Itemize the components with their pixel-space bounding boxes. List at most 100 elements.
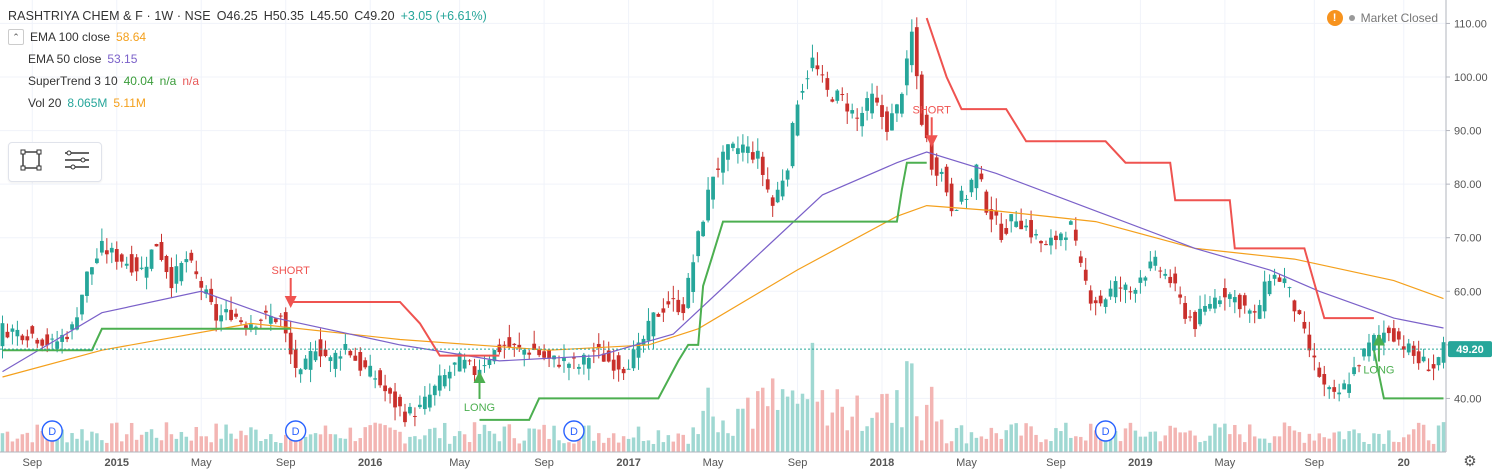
volume-bar	[239, 430, 243, 452]
candle-body	[577, 366, 581, 369]
candle-body	[726, 144, 730, 160]
volume-bar	[731, 435, 735, 452]
volume-bar	[810, 342, 815, 452]
indicator-supertrend[interactable]: SuperTrend 3 10 40.04 n/a n/a	[8, 70, 487, 92]
volume-bar	[353, 441, 358, 452]
volume-bar	[691, 427, 695, 452]
volume-bar	[1163, 435, 1167, 452]
candle-body	[343, 343, 348, 350]
indicator-volume[interactable]: Vol 20 8.065M 5.11M	[8, 92, 487, 114]
candle-body	[959, 190, 964, 202]
candle-body	[1054, 235, 1058, 240]
volume-bar	[959, 425, 964, 452]
volume-bar	[65, 442, 69, 452]
volume-bar	[850, 416, 854, 452]
volume-bar	[20, 434, 25, 452]
dividend-marker-icon[interactable]	[284, 420, 307, 442]
indicator-ema100[interactable]: ⌃ EMA 100 close 58.64	[8, 26, 487, 48]
candle-body	[288, 332, 293, 355]
object-tree-icon[interactable]	[63, 149, 91, 176]
candle-body	[189, 252, 194, 261]
candle-body	[75, 317, 79, 330]
candle-body	[904, 58, 909, 86]
candle-body	[194, 271, 199, 275]
candle-body	[174, 266, 179, 284]
candle-body	[1029, 220, 1033, 238]
volume-bar	[1372, 433, 1376, 452]
candle-body	[1406, 343, 1411, 353]
change-value: +3.05 (+6.61%)	[400, 9, 487, 23]
symbol-title[interactable]: RASHTRIYA CHEM & F · 1W · NSE	[8, 9, 211, 23]
volume-bar	[1382, 443, 1386, 452]
candle-body	[1049, 237, 1053, 246]
rectangle-tool-icon[interactable]	[20, 149, 42, 176]
candle-body	[303, 358, 308, 370]
dividend-marker-icon[interactable]	[1094, 420, 1117, 442]
volume-bar	[1208, 435, 1212, 452]
candle-body	[1103, 299, 1108, 307]
volume-bar	[592, 440, 596, 452]
candle-body	[899, 93, 904, 114]
candle-body	[45, 334, 50, 346]
candle-body	[234, 313, 238, 317]
candle-body	[1411, 345, 1416, 356]
collapse-chevron-icon[interactable]: ⌃	[8, 29, 24, 45]
warning-icon[interactable]: !	[1326, 10, 1343, 26]
dividend-marker-icon[interactable]	[563, 420, 585, 442]
candle-body	[780, 180, 785, 197]
volume-bar	[1014, 423, 1018, 452]
candle-body	[437, 375, 442, 391]
volume-bar	[388, 427, 392, 452]
volume-bar	[929, 386, 934, 452]
candle-body	[1178, 294, 1183, 298]
candle-body	[964, 198, 969, 200]
volume-bar	[1292, 430, 1297, 452]
dividend-marker-icon[interactable]	[41, 420, 63, 442]
volume-bar	[681, 434, 685, 452]
candle-body	[1123, 284, 1128, 290]
candle-body	[462, 359, 467, 369]
candle-body	[850, 110, 855, 114]
volume-bar	[785, 396, 790, 452]
volume-bar	[1322, 437, 1326, 452]
volume-bar	[1387, 430, 1391, 452]
volume-bar	[825, 425, 830, 452]
candle-body	[348, 350, 353, 356]
candle-body	[865, 98, 869, 111]
indicator-ema50[interactable]: EMA 50 close 53.15	[8, 48, 487, 70]
volume-bar	[179, 431, 184, 452]
volume-bar	[124, 434, 129, 452]
candle-body	[750, 152, 755, 160]
volume-bar	[343, 438, 348, 452]
candle-body	[447, 371, 452, 379]
candle-body	[417, 404, 422, 408]
volume-bar	[1153, 431, 1158, 452]
volume-bar	[164, 422, 169, 452]
candle-body	[472, 366, 477, 376]
candle-body	[1093, 300, 1098, 304]
candle-body	[581, 354, 586, 365]
candle-body	[388, 388, 392, 394]
volume-bar	[979, 436, 984, 452]
volume-bar	[1287, 426, 1292, 452]
candle-body	[293, 349, 298, 368]
candle-body	[825, 78, 830, 90]
candle-body	[1242, 295, 1247, 306]
volume-bar	[1332, 432, 1336, 452]
settings-gear-icon[interactable]: ⚙	[1463, 453, 1477, 470]
last-price-label: 49.20	[1456, 344, 1484, 356]
candle-body	[870, 93, 874, 114]
volume-bar	[1312, 440, 1317, 452]
volume-bar	[989, 427, 994, 452]
volume-bar	[641, 440, 646, 452]
volume-bar	[900, 427, 904, 452]
volume-bar	[1392, 441, 1396, 452]
supertrend-line	[290, 301, 500, 357]
volume-bar	[279, 442, 283, 452]
candle-body	[830, 99, 835, 102]
volume-bar	[676, 433, 681, 452]
price-tick-label: 80.00	[1454, 179, 1482, 191]
candle-body	[164, 255, 169, 273]
volume-bar	[1118, 441, 1123, 452]
